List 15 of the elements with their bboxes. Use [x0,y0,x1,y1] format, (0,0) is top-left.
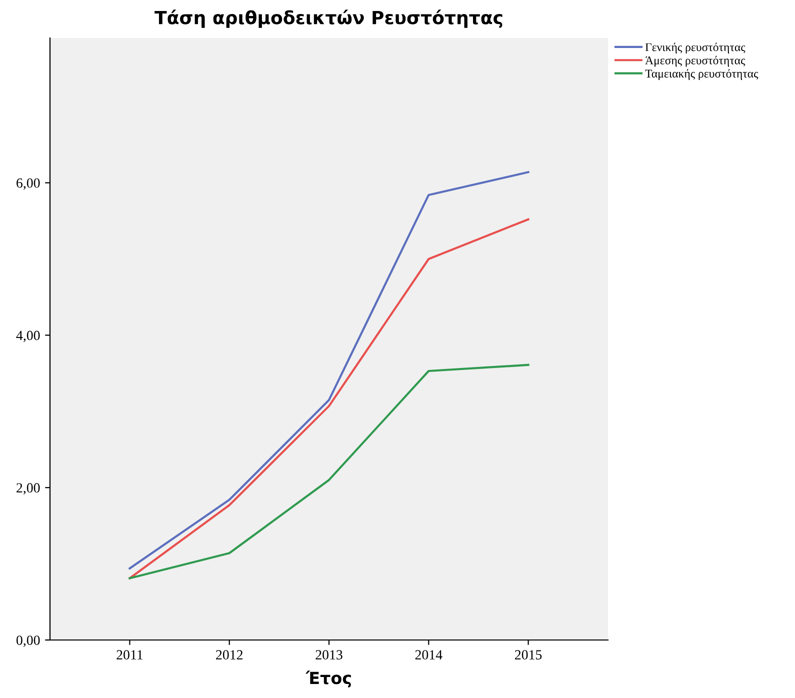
line-series [128,364,530,580]
x-tick-label: 2015 [515,650,542,660]
legend-label: Ταμειακής ρευστότητας [645,69,758,80]
x-axis-title: Έτος [306,670,351,688]
legend-label: Άμεσης ρευστότητας [645,56,746,67]
x-tick-label: 2012 [216,650,242,660]
y-tick-label: 4,00 [16,330,40,342]
x-tick-label: 2014 [415,650,442,660]
y-tick-label: 0,00 [16,636,40,647]
x-tick-label: 2013 [316,650,342,660]
chart-title: Τάση αριθμοδεικτών Ρευστότητας [154,10,502,28]
y-tick-label: 6,00 [16,178,40,190]
x-tick-label: 2011 [116,650,143,660]
y-tick-label: 2,00 [16,483,40,495]
legend-label: Γενικής ρευστότητας [645,42,746,54]
